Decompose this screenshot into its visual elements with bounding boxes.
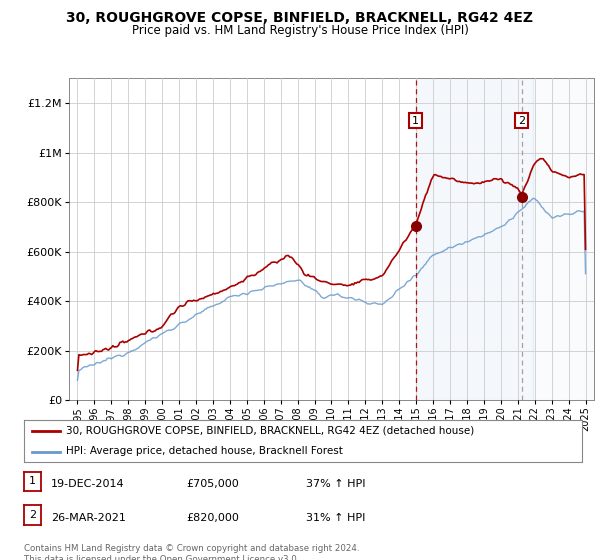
- Text: 37% ↑ HPI: 37% ↑ HPI: [306, 479, 365, 489]
- Text: 1: 1: [412, 115, 419, 125]
- Text: 30, ROUGHGROVE COPSE, BINFIELD, BRACKNELL, RG42 4EZ (detached house): 30, ROUGHGROVE COPSE, BINFIELD, BRACKNEL…: [66, 426, 474, 436]
- Text: 30, ROUGHGROVE COPSE, BINFIELD, BRACKNELL, RG42 4EZ: 30, ROUGHGROVE COPSE, BINFIELD, BRACKNEL…: [67, 11, 533, 25]
- Text: £705,000: £705,000: [186, 479, 239, 489]
- Text: 1: 1: [29, 477, 36, 486]
- Text: 19-DEC-2014: 19-DEC-2014: [51, 479, 125, 489]
- Bar: [533, 78, 594, 400]
- Text: 31% ↑ HPI: 31% ↑ HPI: [306, 513, 365, 523]
- Text: 2: 2: [29, 510, 36, 520]
- Text: £820,000: £820,000: [186, 513, 239, 523]
- Text: 2: 2: [518, 115, 525, 125]
- Text: Price paid vs. HM Land Registry's House Price Index (HPI): Price paid vs. HM Land Registry's House …: [131, 24, 469, 36]
- Text: Contains HM Land Registry data © Crown copyright and database right 2024.
This d: Contains HM Land Registry data © Crown c…: [24, 544, 359, 560]
- Bar: [416, 78, 533, 400]
- Text: HPI: Average price, detached house, Bracknell Forest: HPI: Average price, detached house, Brac…: [66, 446, 343, 456]
- Text: 26-MAR-2021: 26-MAR-2021: [51, 513, 126, 523]
